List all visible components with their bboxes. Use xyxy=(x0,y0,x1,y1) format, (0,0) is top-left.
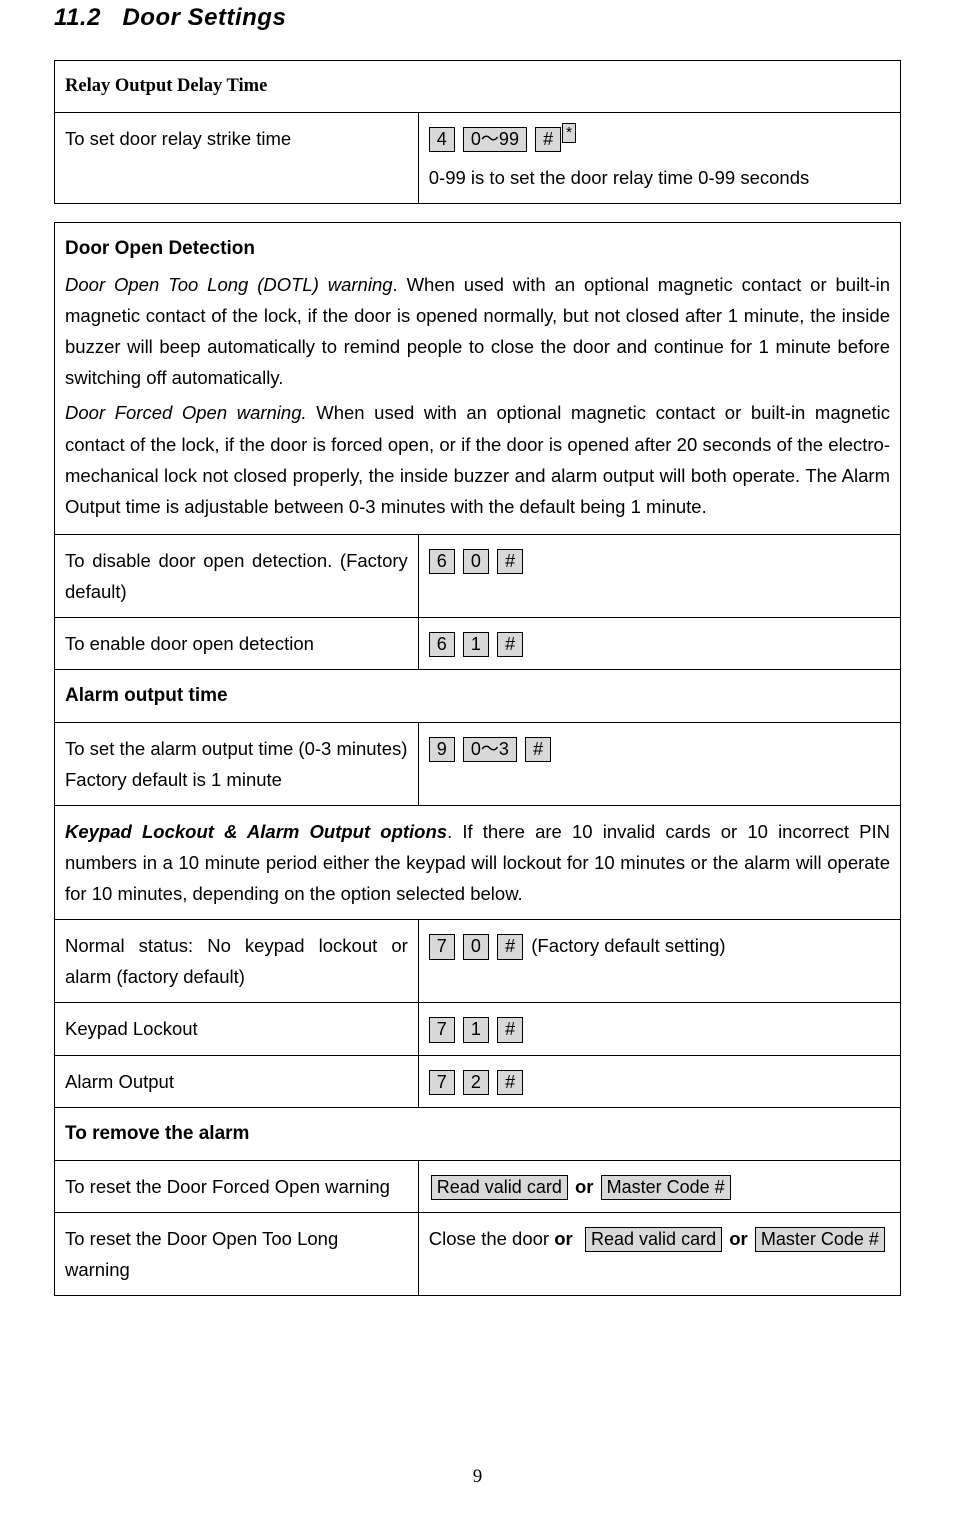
section-heading: 11.2 Door Settings xyxy=(54,4,901,32)
key-hash: # xyxy=(535,127,561,152)
lockout-intro: Keypad Lockout & Alarm Output options. I… xyxy=(55,806,901,920)
forced-lead: Door Forced Open warning. xyxy=(65,402,307,423)
reset-dotl-action: Close the door or Read valid card or Mas… xyxy=(418,1212,900,1295)
master-code: Master Code # xyxy=(601,1175,731,1200)
remove-alarm-header: To remove the alarm xyxy=(55,1107,901,1160)
key-star: * xyxy=(562,123,576,143)
enable-desc: To enable door open detection xyxy=(55,617,419,669)
master-code-2: Master Code # xyxy=(755,1227,885,1252)
key-1: 1 xyxy=(463,632,489,657)
detection-intro: Door Open Detection Door Open Too Long (… xyxy=(55,223,901,535)
enable-keys: 6 1 # xyxy=(418,617,900,669)
disable-desc: To disable door open detection. (Factory… xyxy=(55,534,419,617)
alarm-time-header: Alarm output time xyxy=(55,670,901,723)
alarm-line1: To set the alarm output time (0-3 minute… xyxy=(65,738,407,759)
read-valid-card-2: Read valid card xyxy=(585,1227,722,1252)
key-4: 4 xyxy=(429,127,455,152)
keypad-lockout-keys: 7 1 # xyxy=(418,1003,900,1055)
page-container: 11.2 Door Settings Relay Output Delay Ti… xyxy=(0,0,955,1528)
key-7: 7 xyxy=(429,1017,455,1042)
page-number: 9 xyxy=(54,1466,901,1488)
key-9: 9 xyxy=(429,737,455,762)
reset-forced-action: Read valid card or Master Code # xyxy=(418,1160,900,1212)
detection-title: Door Open Detection xyxy=(65,233,890,265)
alarm-output-keys: 7 2 # xyxy=(418,1055,900,1107)
door-detection-table: Door Open Detection Door Open Too Long (… xyxy=(54,222,901,1296)
lockout-title: Keypad Lockout & Alarm Output options xyxy=(65,821,447,842)
key-2: 2 xyxy=(463,1070,489,1095)
key-hash: # xyxy=(497,934,523,959)
or2-text: or xyxy=(724,1228,753,1249)
close-door-text: Close the door xyxy=(429,1228,554,1249)
or1-text: or xyxy=(554,1228,573,1249)
keypad-lockout-desc: Keypad Lockout xyxy=(55,1003,419,1055)
alarm-output-desc: Alarm Output xyxy=(55,1055,419,1107)
disable-keys: 6 0 # xyxy=(418,534,900,617)
dotl-lead: Door Open Too Long (DOTL) warning xyxy=(65,274,393,295)
relay-row-keys: 4 0～99 #* 0-99 is to set the door relay … xyxy=(418,113,900,204)
key-6: 6 xyxy=(429,632,455,657)
normal-desc: Normal status: No keypad lockout or alar… xyxy=(55,920,419,1003)
key-0-3: 0～3 xyxy=(463,737,517,762)
relay-output-table: Relay Output Delay Time To set door rela… xyxy=(54,60,901,204)
key-hash: # xyxy=(497,632,523,657)
key-0: 0 xyxy=(463,549,489,574)
key-hash: # xyxy=(497,1017,523,1042)
relay-row-desc: To set door relay strike time xyxy=(55,113,419,204)
key-hash: # xyxy=(497,1070,523,1095)
reset-dotl-desc: To reset the Door Open Too Long warning xyxy=(55,1212,419,1295)
normal-keys: 7 0 # (Factory default setting) xyxy=(418,920,900,1003)
relay-note: 0-99 is to set the door relay time 0-99 … xyxy=(429,162,890,193)
key-hash: # xyxy=(525,737,551,762)
read-valid-card: Read valid card xyxy=(431,1175,568,1200)
alarm-time-desc: To set the alarm output time (0-3 minute… xyxy=(55,722,419,805)
key-0-99: 0～99 xyxy=(463,127,527,152)
key-6: 6 xyxy=(429,549,455,574)
key-hash: # xyxy=(497,549,523,574)
normal-suffix: (Factory default setting) xyxy=(531,935,725,956)
or-text: or xyxy=(570,1176,599,1197)
key-7: 7 xyxy=(429,934,455,959)
key-0: 0 xyxy=(463,934,489,959)
relay-header: Relay Output Delay Time xyxy=(55,61,901,113)
alarm-line2: Factory default is 1 minute xyxy=(65,769,282,790)
reset-forced-desc: To reset the Door Forced Open warning xyxy=(55,1160,419,1212)
section-title-text: Door Settings xyxy=(122,4,286,31)
alarm-time-keys: 9 0～3 # xyxy=(418,722,900,805)
key-7: 7 xyxy=(429,1070,455,1095)
key-1: 1 xyxy=(463,1017,489,1042)
section-number: 11.2 xyxy=(54,4,101,31)
